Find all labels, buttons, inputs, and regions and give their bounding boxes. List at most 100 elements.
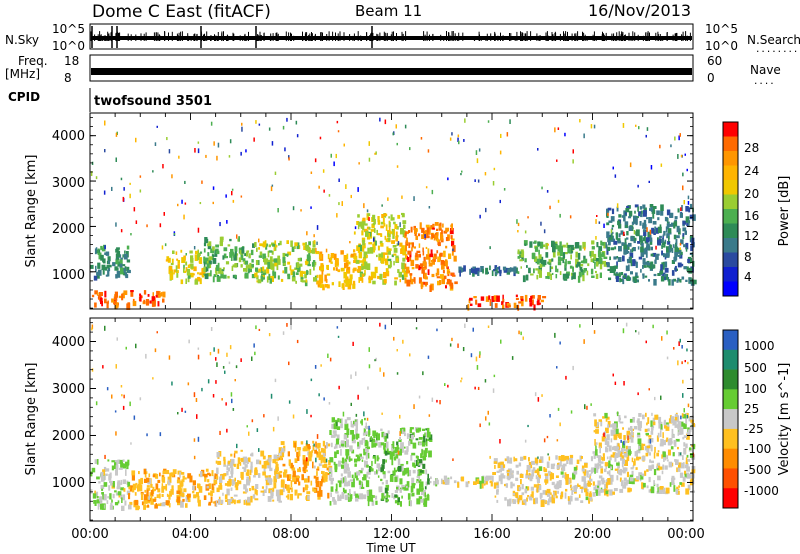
echo-cell — [433, 253, 437, 260]
echo-cell — [358, 277, 360, 283]
echo-cell — [372, 214, 376, 222]
echo-cell — [686, 415, 689, 419]
echo-cell — [337, 419, 340, 423]
echo-cell — [626, 237, 629, 240]
echo-cell — [402, 269, 405, 273]
echo-cell — [384, 487, 388, 494]
echo-cell — [628, 449, 631, 456]
echo-cell — [586, 470, 589, 476]
echo-cell — [323, 397, 325, 401]
echo-cell — [650, 237, 653, 242]
echo-cell — [359, 482, 362, 490]
echo-cell — [224, 370, 226, 374]
echo-cell — [355, 371, 357, 376]
echo-cell — [667, 228, 672, 233]
echo-cell — [488, 295, 491, 300]
echo-cell — [546, 488, 551, 494]
echo-cell — [510, 267, 515, 272]
echo-cell — [260, 267, 263, 274]
echo-cell — [350, 374, 352, 379]
echo-cell — [521, 301, 524, 307]
echo-cell — [123, 253, 128, 260]
echo-cell — [630, 236, 634, 242]
echo-cell — [682, 220, 687, 225]
echo-cell — [410, 278, 414, 285]
echo-cell — [328, 194, 331, 197]
echo-cell — [516, 470, 519, 475]
echo-cell — [268, 333, 271, 337]
echo-cell — [324, 472, 328, 479]
echo-cell — [366, 213, 370, 221]
echo-cell — [607, 207, 612, 211]
echo-cell — [517, 498, 520, 505]
echo-cell — [269, 467, 273, 472]
echo-region — [128, 468, 220, 511]
echo-cell — [676, 467, 679, 473]
echo-cell — [265, 485, 268, 490]
echo-cell — [474, 386, 476, 390]
echo-cell — [586, 270, 589, 276]
echo-cell — [652, 417, 656, 423]
echo-cell — [629, 477, 634, 482]
echo-cell — [412, 483, 416, 486]
echo-cell — [116, 270, 121, 278]
echo-cell — [230, 471, 234, 478]
echo-cell — [203, 261, 206, 267]
echo-cell — [644, 428, 648, 433]
echo-cell — [481, 476, 484, 484]
echo-cell — [372, 456, 376, 459]
echo-cell — [249, 469, 252, 476]
echo-cell — [682, 234, 685, 240]
echo-cell — [610, 216, 615, 222]
echo-cell — [289, 474, 292, 479]
echo-cell — [607, 212, 609, 216]
echo-cell — [354, 419, 359, 426]
echo-cell — [357, 224, 360, 230]
echo-cell — [591, 246, 595, 250]
echo-cell — [270, 186, 273, 192]
echo-cell — [286, 240, 289, 244]
echo-cell — [296, 476, 300, 479]
echo-cell — [296, 339, 299, 344]
echo-cell — [569, 265, 573, 269]
echo-cell — [491, 296, 495, 302]
echo-cell — [171, 258, 174, 265]
echo-cell — [681, 413, 684, 417]
echo-cell — [574, 485, 578, 489]
echo-cell — [325, 248, 328, 253]
echo-cell — [358, 442, 361, 448]
echo-cell — [294, 442, 296, 448]
echo-cell — [355, 259, 360, 264]
echo-cell — [333, 433, 337, 437]
echo-cell — [687, 195, 690, 200]
echo-cell — [621, 447, 624, 455]
echo-cell — [295, 120, 298, 125]
echo-cell — [240, 195, 243, 198]
echo-cell — [386, 246, 389, 253]
echo-cell — [107, 256, 111, 262]
colorbar-swatch — [723, 349, 738, 370]
velocity-axis-ticks — [89, 318, 694, 521]
echo-cell — [160, 292, 163, 296]
echo-cell — [416, 428, 420, 433]
echo-cell — [392, 132, 394, 136]
echo-cell — [347, 471, 351, 478]
echo-cell — [647, 231, 651, 239]
echo-cell — [675, 489, 679, 495]
echo-cell — [234, 450, 238, 454]
echo-cell — [418, 395, 421, 399]
echo-cell — [296, 451, 299, 458]
echo-cell — [286, 484, 290, 491]
echo-cell — [445, 229, 448, 233]
echo-cell — [351, 434, 354, 441]
echo-cell — [555, 455, 558, 460]
power-ytick-1000: 1000 — [52, 268, 85, 283]
echo-cell — [211, 254, 215, 258]
echo-cell — [307, 451, 310, 456]
echo-cell — [238, 480, 242, 485]
echo-cell — [677, 360, 679, 366]
echo-cell — [387, 264, 392, 269]
echo-cell — [622, 427, 624, 430]
echo-cell — [229, 463, 233, 469]
echo-cell — [248, 457, 251, 463]
